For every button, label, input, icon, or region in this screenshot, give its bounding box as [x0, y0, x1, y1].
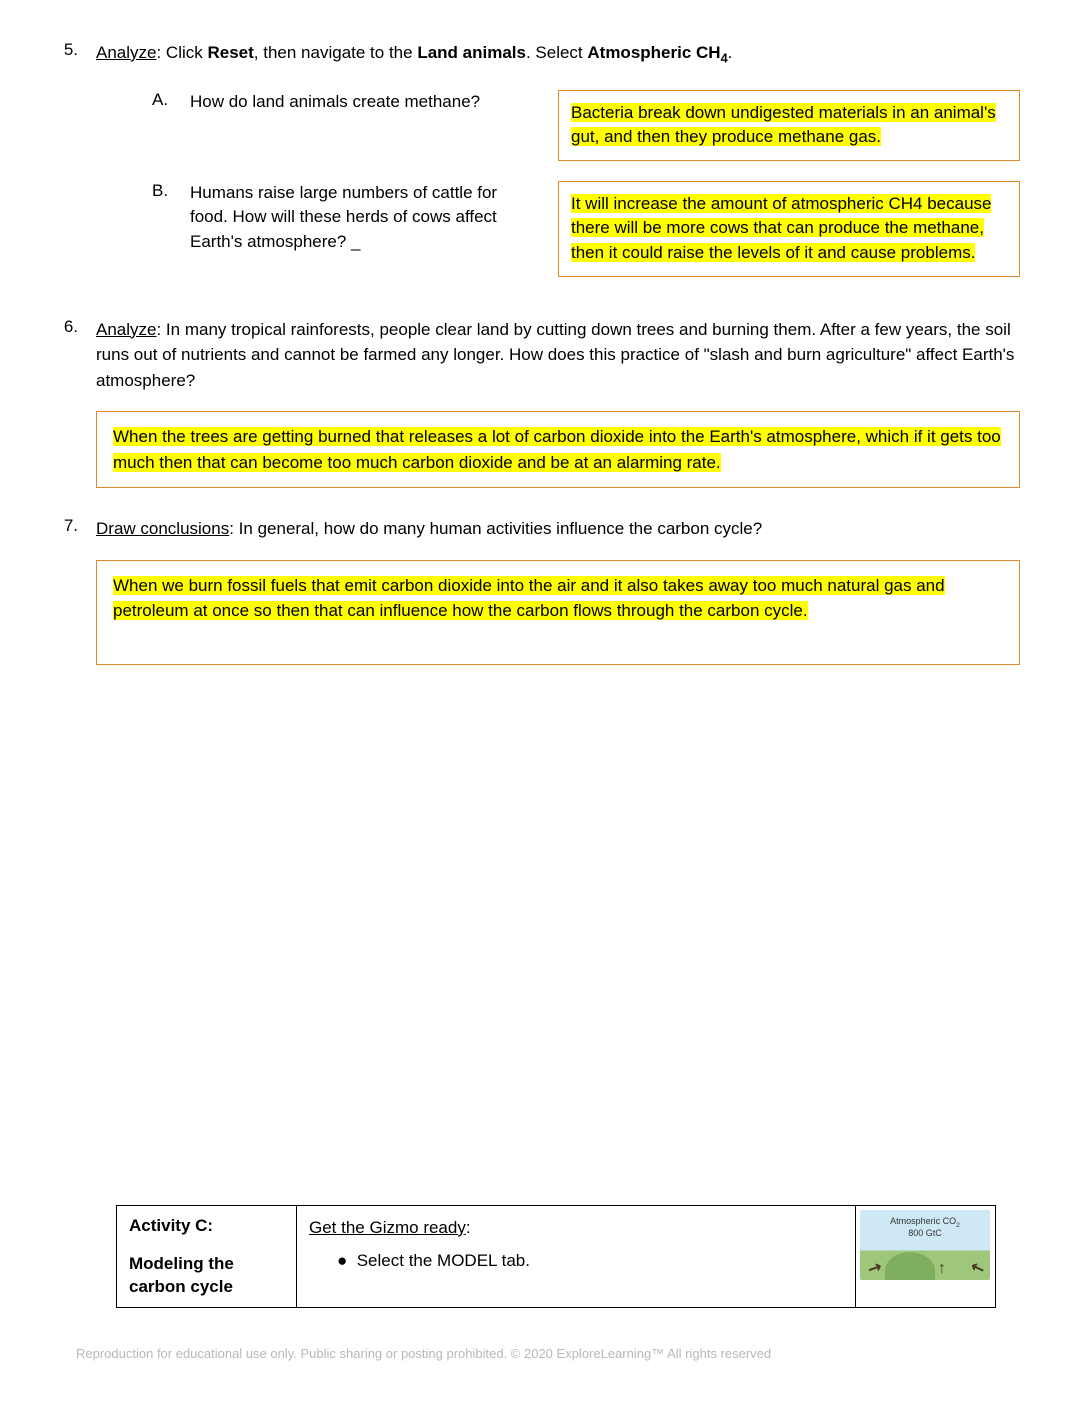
activity-image-cell: Atmospheric CO2 800 GtC ↗ ↑ ↖	[856, 1205, 996, 1307]
activity-title-cell: Activity C: Modeling the carbon cycle	[117, 1205, 297, 1307]
sub-label: A.	[124, 90, 162, 110]
answer-text: When we burn fossil fuels that emit carb…	[113, 576, 945, 621]
answer-text: When the trees are getting burned that r…	[113, 427, 1001, 472]
lead-word: Draw conclusions	[96, 519, 229, 538]
answer-box: When the trees are getting burned that r…	[96, 411, 1020, 488]
question-5: 5. Analyze: Click Reset, then navigate t…	[60, 40, 1020, 297]
footer-text: Reproduction for educational use only. P…	[60, 1346, 1020, 1361]
reset-word: Reset	[207, 43, 253, 62]
land-animals-word: Land animals	[417, 43, 526, 62]
bullet-line: ● Select the MODEL tab.	[309, 1241, 843, 1274]
worksheet-page: 5. Analyze: Click Reset, then navigate t…	[0, 0, 1080, 1401]
question-text: Draw conclusions: In general, how do man…	[96, 516, 1020, 542]
sub-label: B.	[124, 181, 162, 201]
question-6: 6. Analyze: In many tropical rainforests…	[60, 317, 1020, 394]
atm-ch4-word: Atmospheric CH4	[587, 43, 727, 62]
sub-question-b: B. Humans raise large numbers of cattle …	[124, 181, 1020, 277]
gizmo-label-1: Atmospheric CO2	[860, 1216, 990, 1229]
sub-question-a: A. How do land animals create methane? B…	[124, 90, 1020, 161]
question-number: 5.	[60, 40, 96, 297]
text-part: , then navigate to the	[254, 43, 418, 62]
atm-sub: 4	[721, 50, 728, 65]
question-text: Analyze: In many tropical rainforests, p…	[96, 317, 1020, 394]
activity-title: Activity C:	[129, 1214, 284, 1238]
gizmo-thumbnail: Atmospheric CO2 800 GtC ↗ ↑ ↖	[860, 1210, 990, 1280]
text-part: .	[728, 43, 733, 62]
lead-word: Analyze	[96, 43, 156, 62]
gizmo-ready-label: Get the Gizmo ready	[309, 1218, 466, 1237]
text-part: : In many tropical rainforests, people c…	[96, 320, 1014, 390]
arrow-icon: ↖	[968, 1256, 987, 1279]
sub-question-text: How do land animals create methane?	[190, 90, 530, 115]
answer-box: Bacteria break down undigested materials…	[558, 90, 1020, 161]
answer-text: Bacteria break down undigested materials…	[571, 103, 996, 147]
answer-text: It will increase the amount of atmospher…	[571, 194, 991, 262]
lead-word: Analyze	[96, 320, 156, 339]
question-number: 6.	[60, 317, 96, 394]
gizmo-label-2: 800 GtC	[860, 1228, 990, 1238]
activity-instructions-cell: Get the Gizmo ready: ● Select the MODEL …	[297, 1205, 856, 1307]
bullet-text: Select the MODEL tab.	[357, 1251, 530, 1270]
colon: :	[466, 1218, 471, 1237]
gizmo-ready-line: Get the Gizmo ready:	[309, 1214, 843, 1241]
hill-shape	[885, 1252, 935, 1280]
question-7: 7. Draw conclusions: In general, how do …	[60, 516, 1020, 542]
arrow-icon: ↗	[864, 1256, 885, 1280]
answer-box: When we burn fossil fuels that emit carb…	[96, 560, 1020, 665]
text-part: : In general, how do many human activiti…	[229, 519, 762, 538]
img-label-text: Atmospheric CO	[890, 1216, 956, 1226]
activity-subtitle: Modeling the carbon cycle	[129, 1252, 284, 1300]
sub-questions: A. How do land animals create methane? B…	[96, 68, 1020, 277]
question-number: 7.	[60, 516, 96, 542]
text-part: . Select	[526, 43, 587, 62]
arrow-icon: ↑	[938, 1260, 946, 1278]
activity-table: Activity C: Modeling the carbon cycle Ge…	[116, 1205, 996, 1308]
answer-box: It will increase the amount of atmospher…	[558, 181, 1020, 277]
activity-row: Activity C: Modeling the carbon cycle Ge…	[117, 1205, 996, 1307]
atm-text: Atmospheric CH	[587, 43, 720, 62]
sub-question-text: Humans raise large numbers of cattle for…	[190, 181, 530, 255]
question-body: Analyze: Click Reset, then navigate to t…	[96, 40, 1020, 297]
question-text: Analyze: Click Reset, then navigate to t…	[96, 40, 1020, 68]
text-part: : Click	[156, 43, 207, 62]
